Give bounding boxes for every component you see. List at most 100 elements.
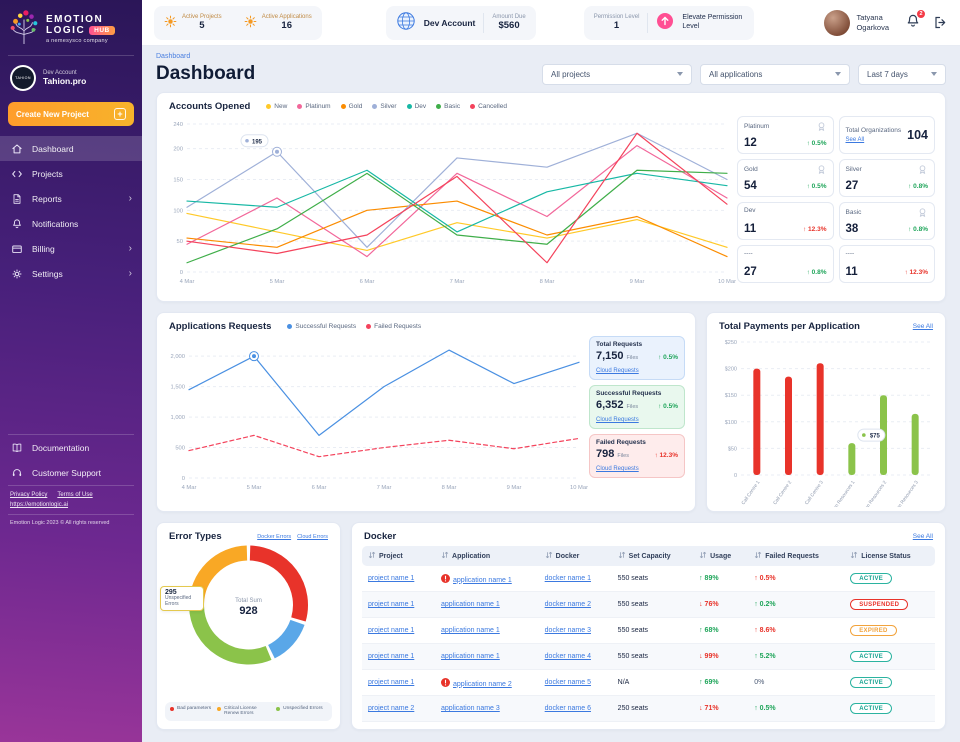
elevate-permission-label[interactable]: Elevate Permission Level [682,14,743,30]
sidebar-item-notifications[interactable]: Notifications [0,211,142,236]
docker-link[interactable]: docker name 6 [544,705,591,712]
stat-card-delta: ↑ 0.8% [806,268,827,276]
projects-icon [10,168,24,180]
legend-label: Unspecified Errors [283,705,323,711]
license-status-cell: ACTIVE [844,643,935,670]
nav-item-label: Projects [32,168,63,179]
create-new-project-button[interactable]: Create New Project + [8,102,134,126]
application-cell: application name 2 [435,669,539,696]
callout-value: 295 [165,589,177,596]
svg-text:Total Sum: Total Sum [235,598,262,604]
failed-requests-value: 0% [754,679,765,686]
svg-text:928: 928 [239,605,257,617]
see-all-link[interactable]: See All [845,137,865,143]
project-link[interactable]: project name 1 [368,679,415,686]
stat-card-delta: ↑ 0.8% [908,225,928,233]
privacy-policy-link[interactable]: Privacy Policy [10,492,48,498]
request-card-delta: ↑ 0.5% [658,354,678,361]
application-link[interactable]: application name 1 [453,576,512,584]
requests-legend: Successful Requests Failed Requests [287,323,421,330]
docker-link[interactable]: docker name 5 [544,679,591,686]
projects-filter[interactable]: All projects [542,63,692,85]
failed-requests-value: ↑ 8.6% [754,627,776,634]
usage-cell: ↓ 99% [693,643,749,670]
svg-text:Call Centre 2: Call Centre 2 [772,479,793,506]
legend-dot [266,104,272,109]
applications-filter[interactable]: All applications [700,63,850,85]
sidebar-item-documentation[interactable]: Documentation [0,435,142,460]
stat-card-label: Basic [845,209,862,216]
application-link[interactable]: application name 3 [441,705,500,712]
docker-link[interactable]: docker name 1 [544,575,591,582]
application-link[interactable]: application name 1 [441,627,500,634]
breadcrumb[interactable]: Dashboard [156,53,191,60]
column-header-docker[interactable]: Docker [538,546,612,566]
license-status-cell: EXPIRED [844,617,935,644]
sidebar-item-dashboard[interactable]: Dashboard [0,136,142,161]
project-link[interactable]: project name 1 [368,575,415,582]
docker-link[interactable]: docker name 2 [544,601,591,608]
create-new-project-label: Create New Project [16,109,89,119]
column-header-project[interactable]: Project [362,546,436,566]
column-header-license-status[interactable]: License Status [844,546,935,566]
sort-icon [618,551,626,561]
account-stat-card: ---- 27 ↑ 0.8% [737,245,834,283]
application-link[interactable]: application name 2 [453,680,512,688]
date-range-filter[interactable]: Last 7 days [858,63,946,85]
column-header-usage[interactable]: Usage [693,546,749,566]
docker-see-all-link[interactable]: See All [912,533,933,540]
docker-link[interactable]: docker name 3 [544,627,591,634]
medal-icon [917,164,928,175]
request-card-value: 798 [596,448,615,460]
terms-of-use-link[interactable]: Terms of Use [57,492,93,498]
capacity-cell: 550 seats [611,566,694,592]
legend-item: Successful Requests [287,323,356,330]
cloud-requests-link[interactable]: Cloud Requests [596,466,639,472]
column-header-failed-requests[interactable]: Failed Requests [748,546,845,566]
sidebar-item-customer-support[interactable]: Customer Support [0,460,142,485]
project-link[interactable]: project name 2 [368,705,415,712]
project-link[interactable]: project name 1 [368,601,415,608]
license-status-badge: ACTIVE [850,677,893,688]
docker-errors-link[interactable]: Docker Errors [257,533,292,540]
dev-account-card[interactable]: Dev Account Amount Due $560 [385,5,536,40]
chevron-right-icon: › [128,193,132,204]
cloud-requests-link[interactable]: Cloud Requests [596,417,639,423]
sidebar-item-projects[interactable]: Projects [0,161,142,186]
account-name: Tahion.pro [43,76,87,86]
legend-dot [436,104,442,109]
project-link[interactable]: project name 1 [368,627,415,634]
legend-label: Bad parameters [177,705,212,711]
request-card-delta: ↑ 12.3% [654,452,679,459]
svg-text:Call Centre 1: Call Centre 1 [740,479,761,506]
application-link[interactable]: application name 1 [441,601,500,608]
sidebar-item-reports[interactable]: Reports › [0,186,142,211]
sidebar-footer: Documentation Customer Support Privacy Po… [0,434,142,531]
sidebar-item-settings[interactable]: Settings › [0,261,142,286]
active-projects-label: Active Projects [182,14,222,20]
failed-requests-cell: ↑ 8.6% [748,617,845,644]
application-link[interactable]: application name 1 [441,653,500,660]
sidebar-item-billing[interactable]: Billing › [0,236,142,261]
elevate-icon[interactable] [656,12,674,33]
column-header-application[interactable]: Application [435,546,539,566]
docker-link[interactable]: docker name 4 [544,653,591,660]
cloud-errors-link[interactable]: Cloud Errors [297,533,328,540]
column-header-set-capacity[interactable]: Set Capacity [611,546,694,566]
site-link[interactable]: https://emotionlogic.ai [10,502,69,508]
stat-card-label: Silver [845,166,862,173]
notifications-bell[interactable]: 2 [905,9,926,32]
sidebar-account[interactable]: TAHION Dev Account Tahion.pro [0,56,142,100]
docker-cell: docker name 1 [538,566,612,592]
book-icon [10,442,24,454]
application-cell: application name 1 [435,617,539,644]
applications-requests-panel: Applications Requests Successful Request… [156,312,696,512]
svg-text:7 Mar: 7 Mar [377,485,392,491]
bell-icon [905,13,921,32]
payments-see-all-link[interactable]: See All [912,323,933,330]
logout-icon[interactable] [933,15,948,30]
user-profile[interactable]: Tatyana Ogarkova [824,9,889,36]
svg-text:Call Centre 3: Call Centre 3 [804,479,825,506]
cloud-requests-link[interactable]: Cloud Requests [596,368,639,374]
project-link[interactable]: project name 1 [368,653,415,660]
